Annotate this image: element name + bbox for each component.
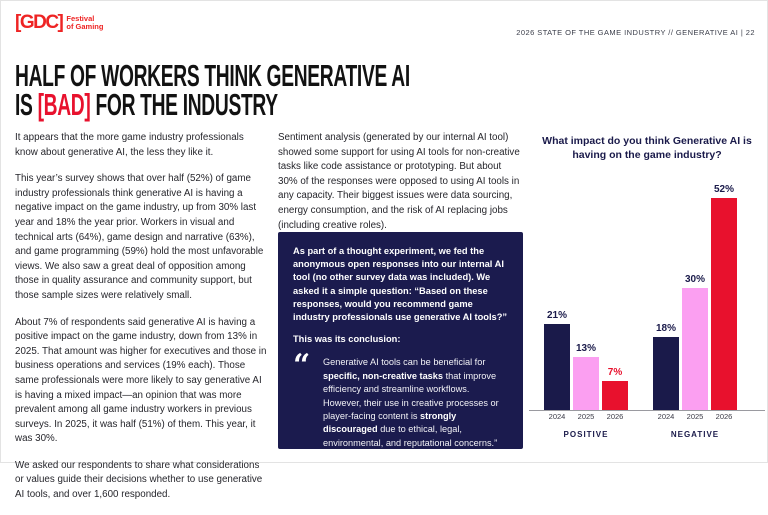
page-title-line1: HALF OF WORKERS THINK GENERATIVE AI <box>15 58 410 93</box>
chart-xaxis: 2024 2025 2026 POSITIVE 2024 2025 2026 NEGATIVE <box>529 412 765 439</box>
year-tick-label: 2024 <box>548 412 566 421</box>
year-tick-label: 2024 <box>657 412 675 421</box>
title-highlight-bad: [BAD] <box>37 87 91 122</box>
paragraph: Sentiment analysis (generated by our int… <box>278 132 520 231</box>
callout-intro: As part of a thought experiment, we fed … <box>293 246 508 323</box>
bar <box>711 198 737 410</box>
paragraph: It appears that the more game industry p… <box>15 132 244 158</box>
quote-bold-segment: strongly discouraged <box>323 411 457 435</box>
year-label-row: 2024 2025 2026 <box>653 412 737 421</box>
report-breadcrumb: 2026 STATE OF THE GAME INDUSTRY // GENER… <box>516 28 755 37</box>
bar-column: 52% <box>711 184 737 410</box>
bar <box>682 288 708 410</box>
chart-canvas: 21% 13% 7% 18% 30% 52% <box>529 184 765 411</box>
bar-column: 18% <box>653 323 679 410</box>
bar-group-positive: 21% 13% 7% <box>544 310 628 410</box>
page-title: HALF OF WORKERS THINK GENERATIVE AI IS [… <box>15 58 652 122</box>
bar <box>653 337 679 410</box>
group-label: NEGATIVE <box>670 430 720 439</box>
title-line2-prefix: IS <box>15 87 38 122</box>
bar-column: 13% <box>573 343 599 410</box>
bar-column: 7% <box>602 367 628 410</box>
quote-segment: due to ethical, legal, environmental, an… <box>323 424 498 448</box>
ai-conclusion-callout: As part of a thought experiment, we fed … <box>278 232 523 449</box>
xaxis-group-positive: 2024 2025 2026 POSITIVE <box>544 412 628 439</box>
bar-value-label: 7% <box>607 367 623 378</box>
bar-column: 21% <box>544 310 570 410</box>
callout-quote: “ Generative AI tools can be beneficial … <box>293 348 509 450</box>
bar-value-label: 52% <box>713 184 734 195</box>
bar <box>573 357 599 410</box>
paragraph: We asked our respondents to share what c… <box>15 459 263 501</box>
bar-value-label: 21% <box>546 310 567 321</box>
paragraph: This year’s survey shows that over half … <box>15 173 264 301</box>
title-line2-suffix: FOR THE INDUSTRY <box>90 87 278 122</box>
year-tick-label: 2026 <box>606 412 624 421</box>
gdc-logo-mark: [GDC] <box>15 12 64 33</box>
paragraph: About 7% of respondents said generative … <box>15 316 267 445</box>
quote-segment: Generative AI tools can be beneficial fo… <box>323 357 486 368</box>
xaxis-group-negative: 2024 2025 2026 NEGATIVE <box>653 412 737 439</box>
year-tick-label: 2025 <box>686 412 704 421</box>
chart-title: What impact do you think Generative AI i… <box>542 135 752 161</box>
bar <box>602 381 628 410</box>
bar-group-negative: 18% 30% 52% <box>653 184 737 410</box>
bar-value-label: 13% <box>575 343 596 354</box>
callout-leadin: This was its conclusion: <box>293 334 401 345</box>
body-column-1: It appears that the more game industry p… <box>15 131 268 515</box>
year-tick-label: 2026 <box>715 412 733 421</box>
impact-bar-chart: What impact do you think Generative AI i… <box>529 134 765 439</box>
quote-text: Generative AI tools can be beneficial fo… <box>323 356 509 450</box>
page-title-line2: IS [BAD] FOR THE INDUSTRY <box>15 87 410 122</box>
logo-tagline-line1: Festival <box>66 13 95 23</box>
quote-segment: that improve efficiency and streamline w… <box>323 370 499 422</box>
bar-value-label: 30% <box>684 274 705 285</box>
quotation-mark-icon: “ <box>293 348 311 384</box>
bar-column: 30% <box>682 274 708 410</box>
year-tick-label: 2025 <box>577 412 595 421</box>
year-label-row: 2024 2025 2026 <box>544 412 628 421</box>
logo-tagline-line2: of Gaming <box>66 22 104 31</box>
bar <box>544 324 570 410</box>
body-column-2: Sentiment analysis (generated by our int… <box>278 131 523 245</box>
quote-bold-segment: specific, non-creative tasks <box>323 370 444 381</box>
bar-value-label: 18% <box>655 323 676 334</box>
gdc-logo-tagline: Festival of Gaming <box>66 13 104 32</box>
group-label: POSITIVE <box>563 430 609 439</box>
gdc-logo: [GDC] Festival of Gaming <box>15 12 103 34</box>
report-page: [GDC] Festival of Gaming 2026 STATE OF T… <box>0 0 768 500</box>
